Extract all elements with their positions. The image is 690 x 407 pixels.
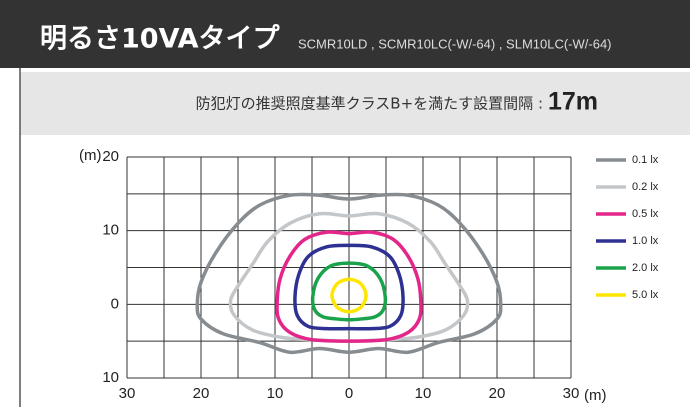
x-tick-label: 10	[415, 385, 432, 402]
y-tick-label: 10	[102, 369, 119, 386]
contour-line	[330, 277, 368, 314]
contour-line	[195, 192, 503, 355]
x-tick-label: 0	[345, 385, 353, 402]
y-axis-label: (m)	[79, 147, 102, 164]
legend-label: 5.0 lx	[632, 289, 659, 301]
banner-text: 防犯灯の推奨照度基準クラスB+を満たす設置間隔 :	[196, 95, 543, 113]
x-tick-label: 20	[489, 385, 506, 402]
legend-label: 2.0 lx	[632, 262, 659, 274]
y-tick-label: 0	[111, 295, 119, 312]
x-tick-label: 20	[193, 385, 210, 402]
subtitle: SCMR10LD , SCMR10LC(-W/-64) , SLM10LC(-W…	[298, 36, 612, 51]
x-axis-label: (m)	[584, 387, 607, 404]
title: 明るさ10VAタイプ	[40, 24, 281, 55]
contour-line	[275, 230, 423, 343]
legend-label: 1.0 lx	[632, 235, 659, 247]
legend-label: 0.2 lx	[632, 181, 659, 193]
contour-line	[310, 261, 388, 322]
y-tick-label: 20	[102, 148, 119, 165]
banner-value: 17m	[548, 88, 598, 116]
contour-line	[293, 243, 405, 331]
header-bar	[0, 0, 690, 68]
legend-label: 0.1 lx	[632, 154, 659, 166]
x-tick-label: 30	[563, 385, 580, 402]
x-tick-label: 10	[267, 385, 284, 402]
banner-bar	[20, 72, 690, 135]
legend-label: 0.5 lx	[632, 208, 659, 220]
x-tick-label: 30	[119, 385, 136, 402]
y-tick-label: 10	[102, 222, 119, 239]
